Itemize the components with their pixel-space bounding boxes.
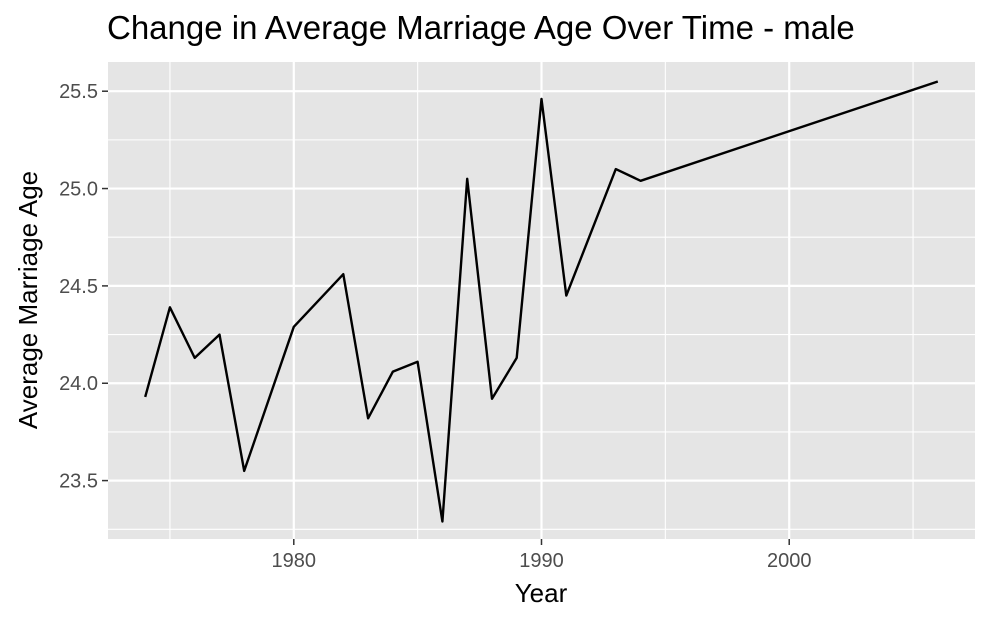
- x-axis-ticks: 1980 1990 2000: [272, 539, 812, 572]
- y-axis-ticks: 23.5 24.0 24.5 25.0 25.5: [59, 81, 108, 493]
- y-tick-label: 24.5: [59, 276, 98, 298]
- y-tick-label: 25.5: [59, 81, 98, 103]
- y-axis-title: Average Marriage Age: [13, 171, 43, 429]
- major-gridlines: [108, 62, 975, 539]
- x-tick-label: 2000: [767, 550, 812, 572]
- y-tick-label: 23.5: [59, 471, 98, 493]
- x-tick-label: 1980: [272, 550, 317, 572]
- series-line: [144, 80, 939, 523]
- x-axis-title: Year: [515, 578, 568, 608]
- y-tick-label: 25.0: [59, 179, 98, 201]
- x-tick-label: 1990: [519, 550, 564, 572]
- chart-title: Change in Average Marriage Age Over Time…: [107, 9, 855, 46]
- y-tick-label: 24.0: [59, 373, 98, 395]
